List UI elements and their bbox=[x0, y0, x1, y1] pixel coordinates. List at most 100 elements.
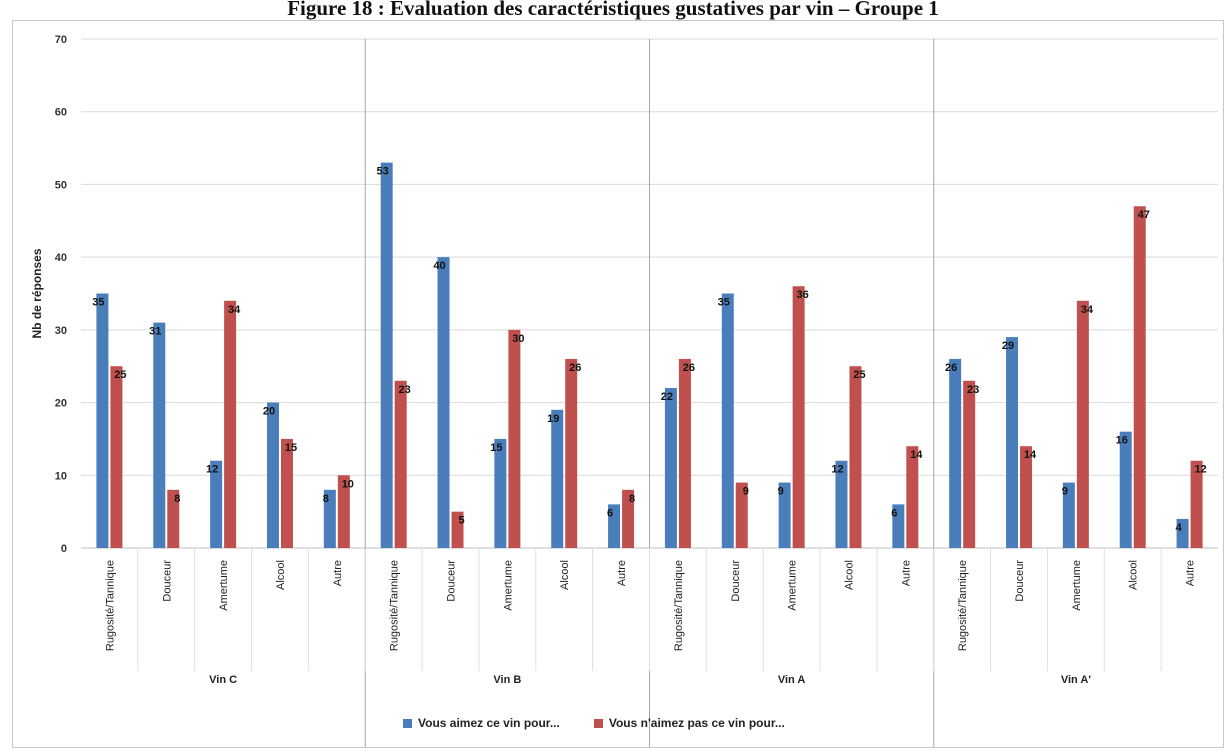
group-label: Vin A' bbox=[1061, 674, 1092, 686]
bar-liked bbox=[266, 402, 279, 548]
data-label-disliked: 14 bbox=[910, 449, 923, 461]
bar-liked bbox=[210, 460, 223, 548]
data-label-liked: 8 bbox=[323, 493, 329, 505]
data-label-disliked: 9 bbox=[743, 486, 749, 498]
category-label: Rugosité/Tannique bbox=[104, 560, 116, 651]
bar-liked bbox=[835, 460, 848, 548]
category-label: Rugosité/Tannique bbox=[673, 560, 685, 651]
legend-swatch bbox=[593, 718, 603, 728]
data-label-liked: 20 bbox=[263, 406, 275, 418]
data-label-liked: 9 bbox=[1062, 486, 1068, 498]
chart-area: 0 10 20 30 40 50 60 70 Nb de réponses 35 25 Rugosit… bbox=[12, 20, 1224, 748]
y-tick-label: 60 bbox=[55, 107, 67, 119]
data-label-disliked: 25 bbox=[853, 369, 865, 381]
data-label-liked: 29 bbox=[1002, 340, 1014, 352]
bar-disliked bbox=[735, 482, 748, 548]
y-tick-label: 30 bbox=[55, 325, 67, 337]
category-label: Amertume bbox=[502, 560, 514, 611]
bar-liked bbox=[96, 293, 109, 548]
bar-disliked bbox=[849, 366, 862, 548]
y-tick-label: 10 bbox=[55, 470, 67, 482]
bar-disliked bbox=[280, 438, 293, 548]
data-label-liked: 4 bbox=[1176, 522, 1183, 534]
category-label: Amertume bbox=[218, 560, 230, 611]
legend-item: Vous aimez ce vin pour... bbox=[403, 716, 560, 730]
bar-liked bbox=[380, 162, 393, 548]
bar-chart: 0 10 20 30 40 50 60 70 Nb de réponses 35 25 Rugosit… bbox=[30, 34, 1218, 747]
y-tick-label: 70 bbox=[55, 34, 67, 46]
bar-disliked bbox=[906, 446, 919, 548]
category-label: Douceur bbox=[446, 560, 458, 602]
bar-disliked bbox=[224, 300, 237, 548]
category-label: Alcool bbox=[1128, 560, 1140, 590]
data-label-disliked: 34 bbox=[1081, 304, 1094, 316]
legend-label: Vous aimez ce vin pour... bbox=[418, 716, 560, 730]
data-label-liked: 40 bbox=[433, 260, 445, 272]
bar-liked bbox=[778, 482, 791, 548]
bar-liked bbox=[1062, 482, 1075, 548]
legend: Vous aimez ce vin pour... Vous n'aimez pa… bbox=[403, 716, 785, 730]
bar-disliked bbox=[565, 358, 578, 548]
data-label-disliked: 25 bbox=[114, 369, 126, 381]
data-label-disliked: 30 bbox=[512, 333, 524, 345]
category-label: Autre bbox=[1185, 560, 1197, 586]
data-label-liked: 6 bbox=[891, 507, 897, 519]
category-label: Douceur bbox=[161, 560, 173, 602]
bar-liked bbox=[608, 504, 621, 548]
bar-disliked bbox=[1020, 446, 1033, 548]
data-label-disliked: 34 bbox=[228, 304, 241, 316]
category-label: Douceur bbox=[730, 560, 742, 602]
data-label-disliked: 8 bbox=[174, 493, 180, 505]
data-label-liked: 35 bbox=[92, 297, 104, 309]
figure-title: Figure 18 : Évaluation des caractéristiq… bbox=[287, 0, 939, 20]
data-label-disliked: 23 bbox=[399, 384, 411, 396]
data-label-liked: 6 bbox=[607, 507, 613, 519]
data-label-disliked: 47 bbox=[1138, 209, 1150, 221]
y-tick-label: 20 bbox=[55, 398, 67, 410]
bar-disliked bbox=[167, 489, 180, 548]
bar-liked bbox=[1176, 518, 1189, 548]
data-label-disliked: 26 bbox=[569, 362, 581, 374]
data-label-liked: 9 bbox=[778, 486, 784, 498]
data-label-disliked: 8 bbox=[629, 493, 635, 505]
bar-disliked bbox=[792, 286, 805, 548]
category-label: Alcool bbox=[275, 560, 287, 590]
bar-disliked bbox=[963, 380, 976, 548]
bar-disliked bbox=[337, 475, 350, 548]
data-label-liked: 22 bbox=[661, 391, 673, 403]
category-label: Autre bbox=[332, 560, 344, 586]
bar-disliked bbox=[1190, 460, 1203, 548]
data-label-liked: 35 bbox=[718, 297, 730, 309]
category-label: Douceur bbox=[1014, 560, 1026, 602]
bar-liked bbox=[323, 489, 336, 548]
bar-disliked bbox=[451, 511, 464, 548]
data-label-disliked: 5 bbox=[458, 515, 464, 527]
category-label: Alcool bbox=[843, 560, 855, 590]
data-label-disliked: 12 bbox=[1194, 464, 1206, 476]
bar-liked bbox=[1119, 431, 1132, 548]
data-label-disliked: 26 bbox=[683, 362, 695, 374]
bar-disliked bbox=[508, 329, 521, 548]
legend-item: Vous n'aimez pas ce vin pour... bbox=[593, 716, 785, 730]
bar-liked bbox=[721, 293, 734, 548]
y-tick-label: 50 bbox=[55, 179, 67, 191]
legend-label: Vous n'aimez pas ce vin pour... bbox=[608, 716, 785, 730]
category-label: Rugosité/Tannique bbox=[957, 560, 969, 651]
bar-liked bbox=[664, 388, 677, 548]
category-label: Amertume bbox=[787, 560, 799, 611]
category-label: Amertume bbox=[1071, 560, 1083, 611]
bar-liked bbox=[551, 409, 564, 548]
legend-swatch bbox=[403, 718, 412, 728]
bar-disliked bbox=[622, 489, 635, 548]
bar-disliked bbox=[1076, 300, 1089, 548]
category-label: Rugosité/Tannique bbox=[389, 560, 401, 651]
bar-liked bbox=[949, 358, 962, 548]
data-label-liked: 31 bbox=[149, 326, 161, 338]
y-tick-label: 40 bbox=[55, 252, 67, 264]
data-label-disliked: 15 bbox=[285, 442, 297, 454]
y-tick-label: 0 bbox=[61, 543, 67, 555]
data-label-liked: 19 bbox=[547, 413, 559, 425]
data-label-disliked: 36 bbox=[797, 289, 809, 301]
bar-liked bbox=[892, 504, 905, 548]
category-label: Autre bbox=[900, 560, 912, 586]
